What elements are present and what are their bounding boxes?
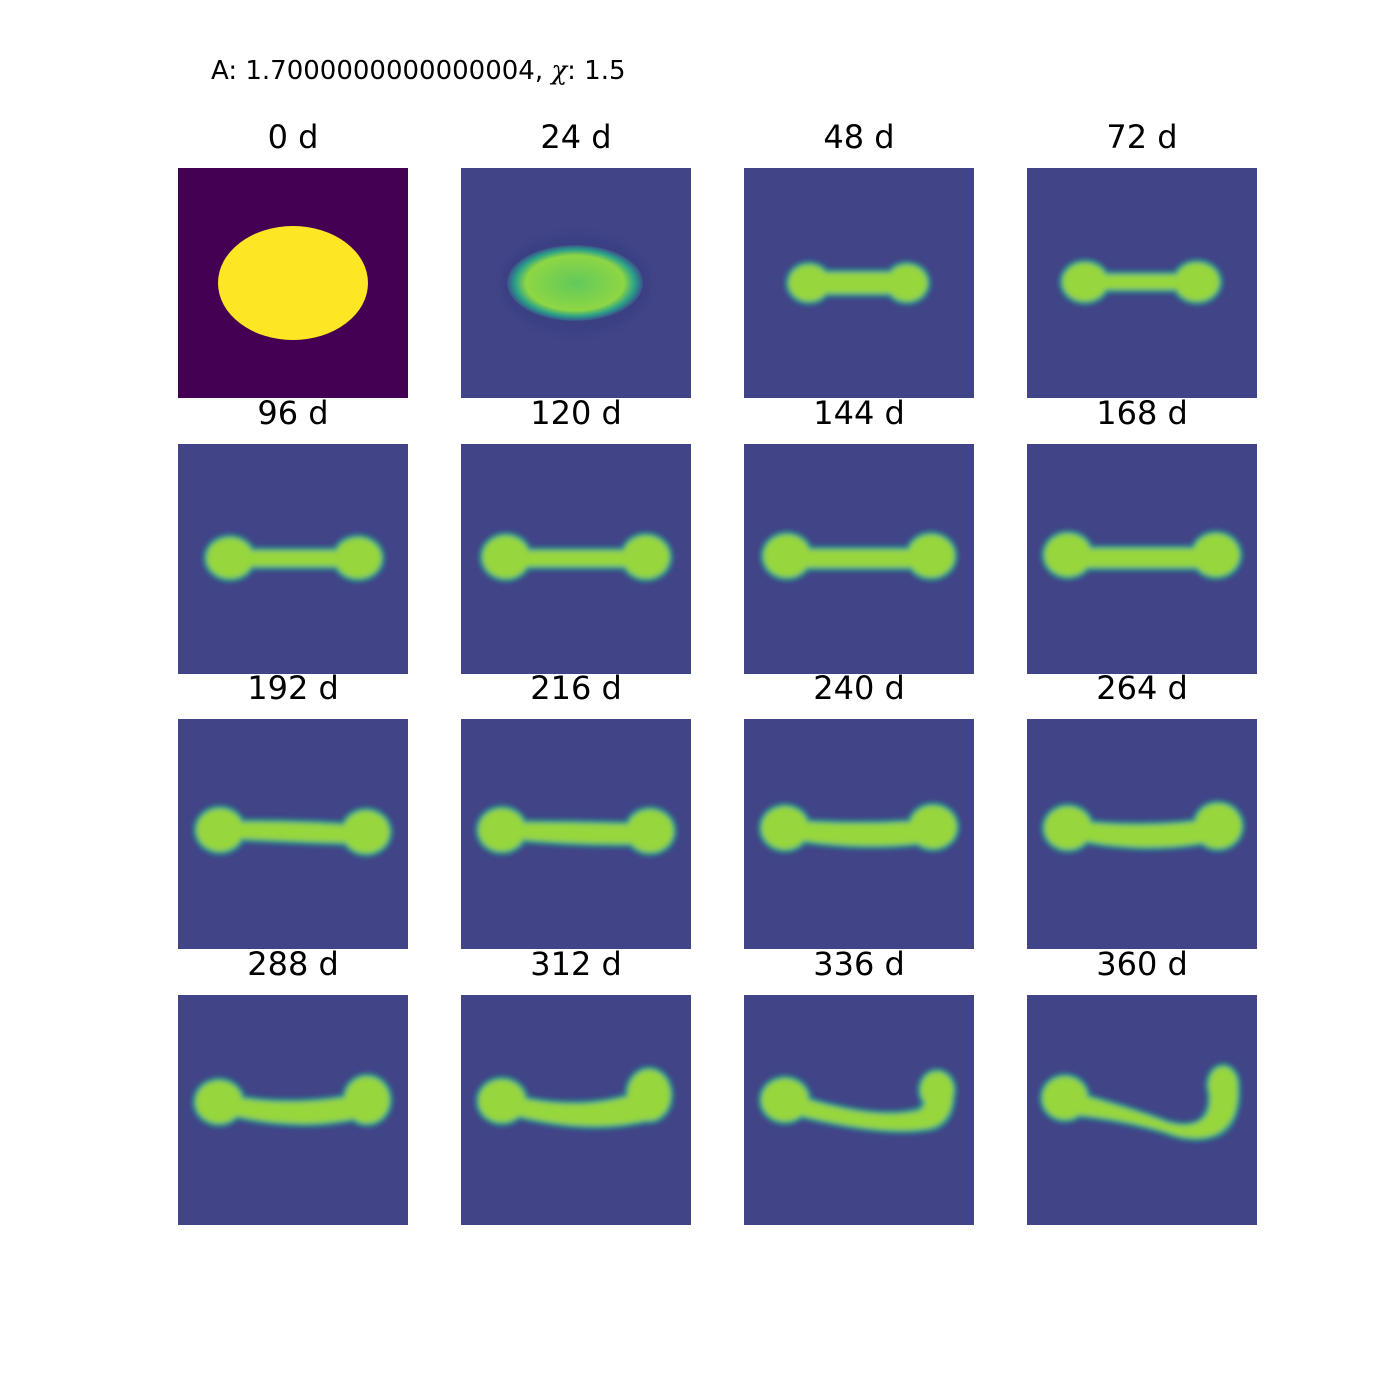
heatmap-image — [1027, 168, 1257, 398]
panel-title: 0 d — [267, 118, 319, 156]
panel-title: 264 d — [1096, 669, 1188, 707]
chi-symbol: χ — [551, 56, 568, 86]
panel-title: 312 d — [530, 945, 622, 983]
heatmap-image — [461, 995, 691, 1225]
heatmap-image — [461, 719, 691, 949]
heatmap-image — [744, 444, 974, 674]
panel-title: 168 d — [1096, 394, 1188, 432]
heatmap-image — [744, 995, 974, 1225]
panel-title: 96 d — [257, 394, 329, 432]
heatmap-image — [461, 444, 691, 674]
panel-title: 24 d — [540, 118, 612, 156]
heatmap-image — [178, 995, 408, 1225]
heatmap-image — [178, 444, 408, 674]
panel-title: 120 d — [530, 394, 622, 432]
heatmap-image — [1027, 995, 1257, 1225]
heatmap-image — [461, 168, 691, 398]
panel-title: 240 d — [813, 669, 905, 707]
panel-title: 336 d — [813, 945, 905, 983]
heatmap-image — [178, 719, 408, 949]
panel-title: 72 d — [1106, 118, 1178, 156]
figure-suptitle: A: 1.7000000000000004, χ: 1.5 — [211, 56, 626, 86]
panel-title: 144 d — [813, 394, 905, 432]
panel-title: 216 d — [530, 669, 622, 707]
suptitle-prefix: A: 1.7000000000000004, — [211, 56, 552, 86]
heatmap-image — [1027, 444, 1257, 674]
panel-title: 360 d — [1096, 945, 1188, 983]
heatmap-image — [744, 719, 974, 949]
panel-title: 288 d — [247, 945, 339, 983]
heatmap-image — [744, 168, 974, 398]
suptitle-suffix: : 1.5 — [567, 56, 626, 86]
heatmap-image — [1027, 719, 1257, 949]
panel-title: 192 d — [247, 669, 339, 707]
heatmap-image — [178, 168, 408, 398]
panel-title: 48 d — [823, 118, 895, 156]
